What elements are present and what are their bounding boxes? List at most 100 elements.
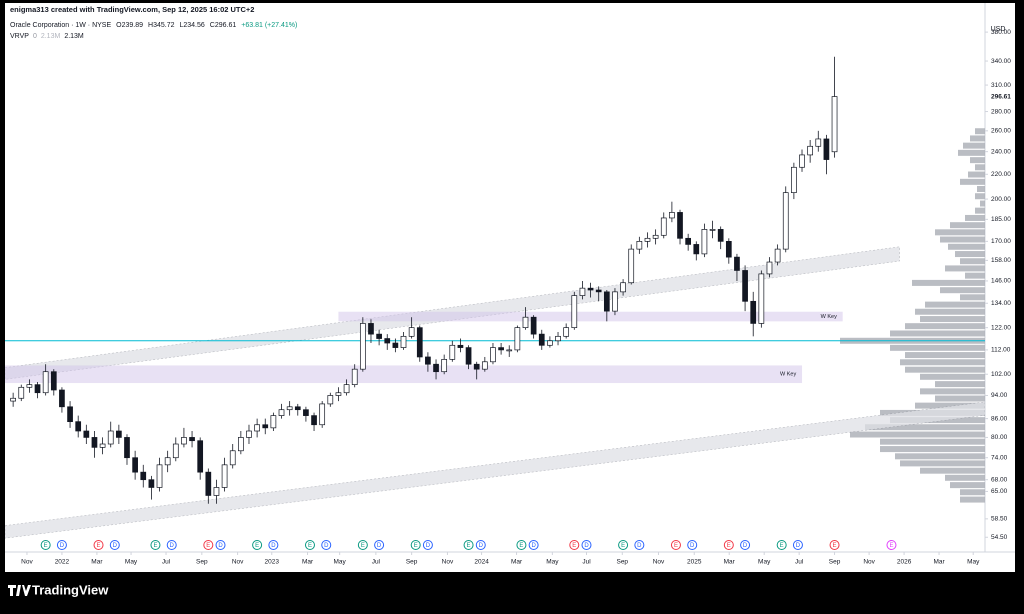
legend-item: C296.61 [210,22,237,29]
logo-icon [8,585,31,596]
volume-profile-bar [935,395,985,402]
candle-body [774,248,781,263]
earnings-marker [776,540,787,550]
dividend-marker [422,540,433,550]
volume-profile-bar [920,467,985,474]
candle-body [384,338,391,344]
earnings-label: E [255,543,259,549]
candle-body [416,327,423,358]
volume-profile-bar [965,214,985,221]
earnings-marker [618,540,629,550]
x-tick-label: Nov [653,559,665,566]
candle-body [725,241,732,258]
candle-body [132,457,138,473]
earnings-label: E [519,543,523,549]
earnings-marker [569,540,580,550]
earnings-marker [252,540,263,550]
candle-body [807,145,813,156]
volume-profile-bar [925,301,985,308]
candle-body [229,450,236,466]
earnings-marker [723,540,734,550]
volume-profile-bar [963,142,985,149]
x-tick-label: May [967,559,980,566]
x-tick-label: Mar [302,559,314,566]
y-tick-label: 185.00 [991,216,1011,223]
earnings-label: E [780,543,784,549]
brand: TradingView [32,582,109,597]
indicator-legend: VRVP 0 2.13M 2.13M [10,33,84,40]
volume-profile-bar [895,453,985,460]
volume-profile-bar [890,330,985,337]
legend-item: Oracle Corporation · 1W · NYSE [10,22,111,29]
candle-body [441,359,448,373]
volume-profile-bar [905,366,985,373]
volume-profile-bar [970,135,985,142]
volume-profile-bar [945,474,985,481]
dividend-marker [581,540,592,550]
candle-body [286,406,293,411]
y-tick-label: 280.00 [991,108,1011,115]
legend-item: VRVP [10,33,29,40]
candle-body [571,295,578,329]
volume-profile-bar [900,460,985,467]
volume-profile-bar [940,236,985,243]
dividend-label: D [531,543,536,549]
earnings-label: E [414,543,418,549]
x-tick-label: May [546,559,559,566]
volume-profile-bar [980,200,985,207]
candle-body [67,406,73,423]
dividend-marker [687,540,698,550]
candle-body [815,138,822,147]
candle-body [408,327,415,337]
candle-body [359,323,366,370]
volume-profile-bar [940,287,985,294]
volume-profile-bar [955,251,985,258]
candle-body [547,340,553,346]
candle-body [262,424,269,429]
candle-body [34,384,41,394]
candle-body [50,371,57,391]
candle-body [294,406,301,411]
dividend-marker [634,540,645,550]
candle-body [319,403,326,426]
earnings-marker [357,540,368,550]
y-tick-label: 80.00 [991,434,1008,441]
plot: W Key W Key [5,56,985,539]
y-tick-label: 112.00 [991,347,1011,354]
x-tick-label: 2026 [897,559,912,566]
y-tick-label: 68.00 [991,476,1008,483]
y-tick-label: 146.00 [991,278,1011,285]
volume-profile-bar [960,178,985,185]
candle-body [83,430,90,438]
candle-body [587,287,594,291]
candle-body [238,437,244,452]
x-tick-label: May [125,559,138,566]
y-tick-label: 54.50 [991,534,1008,541]
earnings-label: E [833,543,837,549]
candle-body [270,415,277,429]
dividend-marker [792,540,803,550]
candle-body [278,409,285,416]
zone-label: W Key [821,314,837,320]
x-tick-label: Sep [829,559,841,566]
candle-body [457,344,464,348]
candle-body [709,229,716,231]
candle-body [701,229,708,255]
earnings-marker [829,540,840,550]
candle-body [205,471,212,496]
earnings-marker [410,540,421,550]
candle-body [717,229,724,242]
legend-item: H345.72 [148,22,175,29]
dividend-label: D [113,543,118,549]
volume-profile-bar [920,316,985,323]
candle-body [99,443,106,448]
volume-profile-bar [970,157,985,164]
earnings-label: E [727,543,731,549]
candle-body [498,347,504,351]
volume-profile-bar [975,193,985,200]
candle-body [506,349,513,352]
dividend-label: D [584,543,589,549]
legend-item: +63.81 (+27.41%) [241,22,297,29]
y-tick-label: 310.00 [991,82,1011,89]
